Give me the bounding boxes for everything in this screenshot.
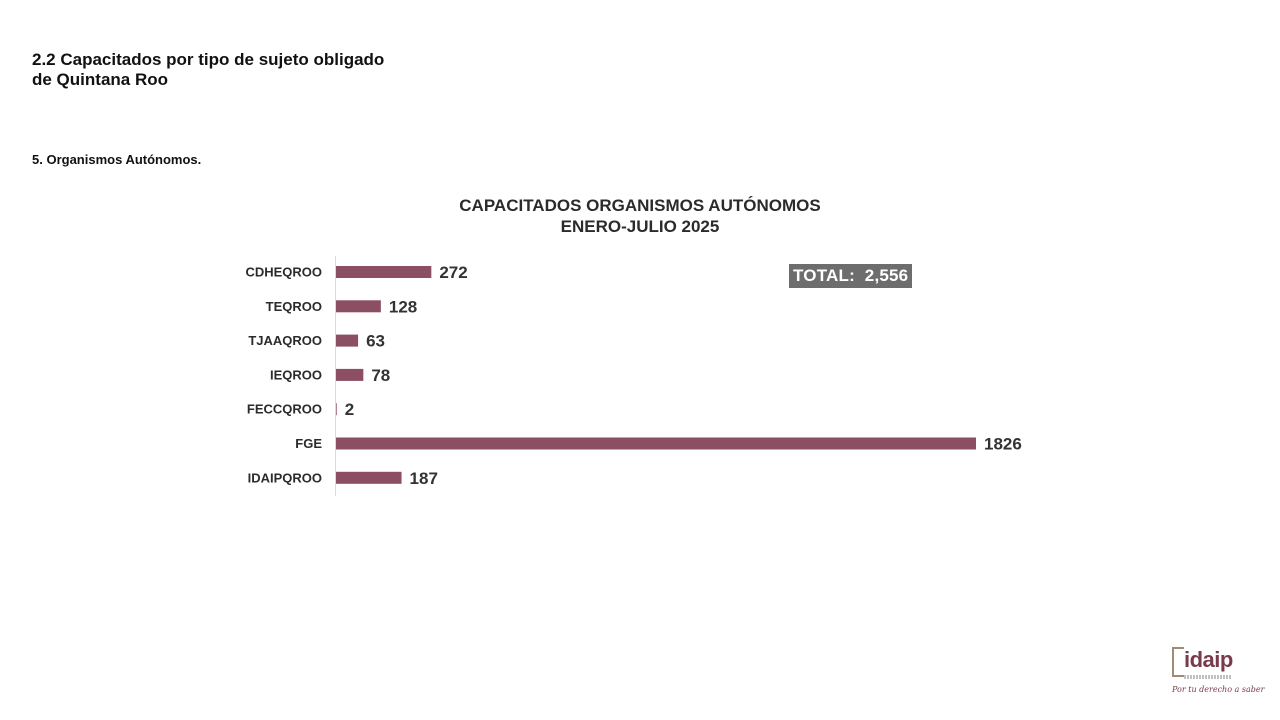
data-label: 78 <box>371 366 390 385</box>
category-label: FECCQROO <box>247 402 322 417</box>
chart-title: CAPACITADOS ORGANISMOS AUTÓNOMOS <box>459 196 821 215</box>
bar <box>336 266 432 278</box>
page-title: 2.2 Capacitados por tipo de sujeto oblig… <box>32 50 385 89</box>
logo-fine-print-icon <box>1184 675 1232 679</box>
data-label: 128 <box>389 297 417 316</box>
bar <box>336 368 364 381</box>
bar <box>336 300 381 313</box>
bar <box>336 403 337 416</box>
idaip-logo: idaip Por tu derecho a saber <box>1170 645 1264 703</box>
data-label: 63 <box>366 332 385 351</box>
chart-title-block: CAPACITADOS ORGANISMOS AUTÓNOMOS ENERO-J… <box>340 195 940 237</box>
logo-name: idaip <box>1184 647 1233 672</box>
chart-bars: CDHEQROO 272 TEQROO 128 TJAAQROO 63 IEQROO 78 FE… <box>245 263 1021 488</box>
bar <box>336 334 359 347</box>
logo-frame-icon <box>1172 647 1184 677</box>
category-label: TJAAQROO <box>248 333 322 348</box>
bar <box>336 471 402 484</box>
category-label: FGE <box>295 436 322 451</box>
category-label: CDHEQROO <box>245 265 322 280</box>
total-badge: TOTAL: 2,556 <box>789 264 913 288</box>
data-label: 1826 <box>984 435 1022 454</box>
category-label: IDAIPQROO <box>248 470 322 485</box>
bar <box>336 437 976 450</box>
data-label: 2 <box>345 400 354 419</box>
data-label: 187 <box>410 469 438 488</box>
chart-subtitle: ENERO-JULIO 2025 <box>560 217 720 236</box>
category-label: TEQROO <box>266 299 322 314</box>
logo-slogan: Por tu derecho a saber <box>1172 685 1265 694</box>
subsection-title: 5. Organismos Autónomos. <box>32 152 202 167</box>
category-label: IEQROO <box>270 367 322 382</box>
data-label: 272 <box>439 263 467 282</box>
